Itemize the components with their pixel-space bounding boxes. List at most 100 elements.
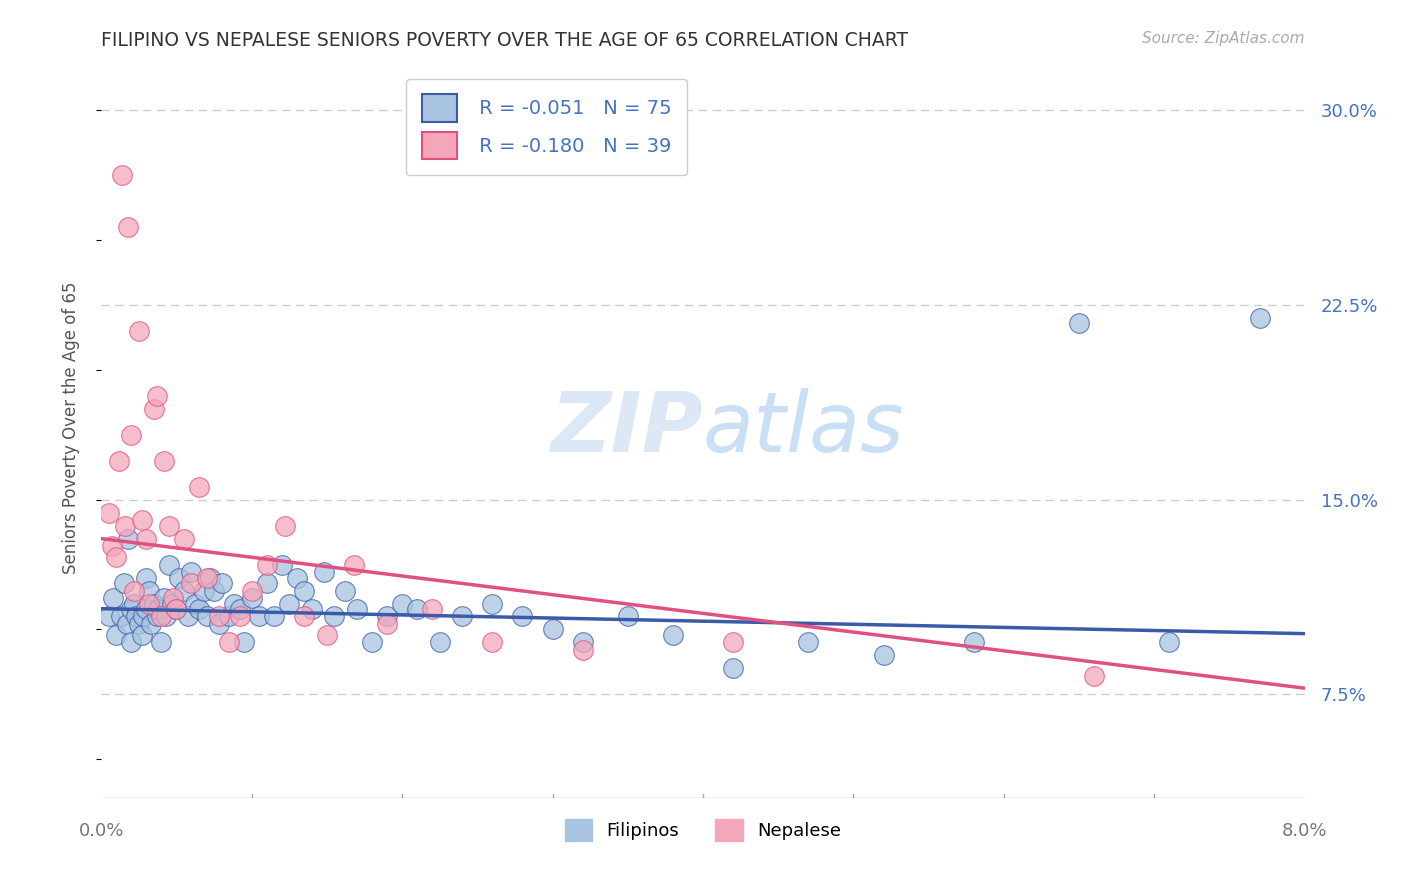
Point xyxy=(375,617,398,632)
Point xyxy=(120,635,142,649)
Point xyxy=(1069,316,1091,330)
Point xyxy=(451,609,474,624)
Point xyxy=(256,575,278,590)
Point xyxy=(247,609,270,624)
Point xyxy=(97,609,120,624)
Point xyxy=(112,575,135,590)
Point xyxy=(222,597,245,611)
Point xyxy=(148,601,170,615)
Point xyxy=(150,635,173,649)
Point xyxy=(124,597,146,611)
Point xyxy=(157,558,180,572)
Point xyxy=(120,601,142,615)
Point xyxy=(100,540,122,554)
Point xyxy=(301,601,323,615)
Point xyxy=(323,609,346,624)
Point xyxy=(391,597,413,611)
Text: atlas: atlas xyxy=(703,388,904,468)
Point xyxy=(128,617,150,632)
Y-axis label: Seniors Poverty Over the Age of 65: Seniors Poverty Over the Age of 65 xyxy=(62,282,80,574)
Text: FILIPINO VS NEPALESE SENIORS POVERTY OVER THE AGE OF 65 CORRELATION CHART: FILIPINO VS NEPALESE SENIORS POVERTY OVE… xyxy=(101,31,908,50)
Point xyxy=(173,583,195,598)
Point xyxy=(195,570,218,584)
Point xyxy=(616,609,638,624)
Point xyxy=(120,427,142,442)
Point xyxy=(333,583,356,598)
Point xyxy=(173,532,195,546)
Point xyxy=(135,532,157,546)
Point xyxy=(292,609,315,624)
Legend:  R = -0.051   N = 75,  R = -0.180   N = 39: R = -0.051 N = 75, R = -0.180 N = 39 xyxy=(406,78,686,175)
Point xyxy=(135,601,157,615)
Point xyxy=(169,570,191,584)
Point xyxy=(429,635,451,649)
Point xyxy=(139,617,162,632)
Point xyxy=(115,617,138,632)
Point xyxy=(150,609,173,624)
Point xyxy=(162,591,184,606)
Point xyxy=(721,635,744,649)
Point xyxy=(138,583,160,598)
Text: Source: ZipAtlas.com: Source: ZipAtlas.com xyxy=(1142,31,1305,46)
Point xyxy=(160,597,183,611)
Point xyxy=(153,453,176,467)
Point xyxy=(177,609,200,624)
Text: 0.0%: 0.0% xyxy=(79,822,124,840)
Point xyxy=(105,549,128,564)
Point xyxy=(110,609,132,624)
Point xyxy=(108,453,131,467)
Point xyxy=(361,635,384,649)
Point xyxy=(157,518,180,533)
Point xyxy=(256,558,278,572)
Point xyxy=(270,558,292,572)
Point xyxy=(105,628,128,642)
Point xyxy=(512,609,534,624)
Point xyxy=(193,583,215,598)
Point xyxy=(285,570,308,584)
Point xyxy=(202,583,225,598)
Point xyxy=(207,617,229,632)
Point xyxy=(721,661,744,675)
Point xyxy=(153,591,176,606)
Point xyxy=(142,401,165,416)
Point xyxy=(111,168,134,182)
Point xyxy=(375,609,398,624)
Point xyxy=(278,597,301,611)
Point xyxy=(312,566,335,580)
Point xyxy=(406,601,429,615)
Point xyxy=(131,513,153,527)
Point xyxy=(481,597,503,611)
Point xyxy=(571,635,593,649)
Point xyxy=(207,609,229,624)
Point xyxy=(180,575,202,590)
Point xyxy=(124,583,146,598)
Point xyxy=(188,480,211,494)
Point xyxy=(146,389,169,403)
Point xyxy=(135,570,157,584)
Point xyxy=(481,635,503,649)
Point xyxy=(117,219,139,234)
Point xyxy=(1249,310,1271,325)
Text: 8.0%: 8.0% xyxy=(1282,822,1327,840)
Point xyxy=(155,609,177,624)
Point xyxy=(166,601,188,615)
Point xyxy=(218,635,240,649)
Point xyxy=(263,609,285,624)
Point xyxy=(274,518,297,533)
Point xyxy=(103,591,125,606)
Point xyxy=(97,506,120,520)
Point xyxy=(211,575,233,590)
Point xyxy=(797,635,820,649)
Point xyxy=(571,643,593,657)
Point xyxy=(142,597,165,611)
Point xyxy=(240,591,263,606)
Point xyxy=(117,532,139,546)
Point xyxy=(146,609,169,624)
Point xyxy=(125,609,148,624)
Point xyxy=(541,623,564,637)
Point xyxy=(872,648,894,663)
Point xyxy=(315,628,337,642)
Point xyxy=(114,518,136,533)
Point xyxy=(218,609,240,624)
Point xyxy=(1159,635,1181,649)
